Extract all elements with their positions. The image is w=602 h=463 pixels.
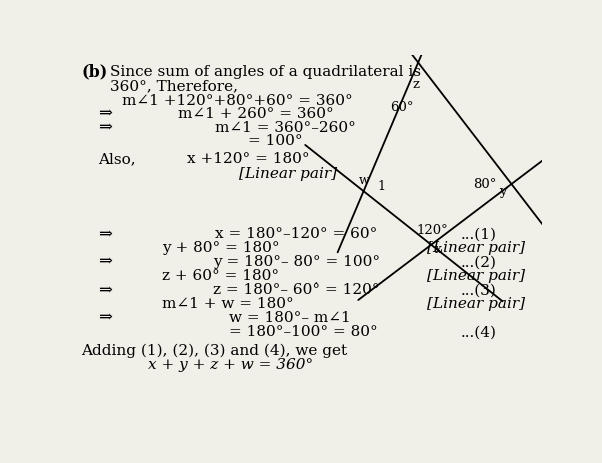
Text: m∠1 = 360°–260°: m∠1 = 360°–260° bbox=[216, 120, 356, 135]
Text: [Linear pair]: [Linear pair] bbox=[238, 167, 337, 181]
Text: [Linear pair]: [Linear pair] bbox=[427, 240, 526, 254]
Text: Adding (1), (2), (3) and (4), we get: Adding (1), (2), (3) and (4), we get bbox=[81, 343, 347, 357]
Text: m∠1 + 260° = 360°: m∠1 + 260° = 360° bbox=[178, 106, 334, 120]
Text: 360°, Therefore,: 360°, Therefore, bbox=[110, 79, 238, 93]
Text: z + 60° = 180°: z + 60° = 180° bbox=[161, 269, 279, 282]
Text: [Linear pair]: [Linear pair] bbox=[427, 269, 526, 282]
Text: Also,: Also, bbox=[98, 152, 135, 166]
Text: ...(4): ...(4) bbox=[460, 325, 496, 338]
Text: = 180°–100° = 80°: = 180°–100° = 80° bbox=[229, 325, 378, 338]
Text: x: x bbox=[435, 242, 442, 255]
Text: x + y + z + w = 360°: x + y + z + w = 360° bbox=[147, 358, 312, 372]
Text: ...(1): ...(1) bbox=[460, 227, 496, 241]
Text: ⇒: ⇒ bbox=[98, 225, 111, 242]
Text: ⇒: ⇒ bbox=[98, 253, 111, 270]
Text: ⇒: ⇒ bbox=[98, 309, 111, 326]
Text: z: z bbox=[412, 78, 420, 91]
Text: x = 180°–120° = 60°: x = 180°–120° = 60° bbox=[216, 227, 377, 241]
Text: y: y bbox=[499, 185, 506, 198]
Text: z = 180°– 60°̇ = 120°: z = 180°– 60°̇ = 120° bbox=[213, 283, 379, 297]
Text: ⇒: ⇒ bbox=[98, 119, 111, 136]
Text: = 100°: = 100° bbox=[248, 134, 302, 148]
Text: [Linear pair]: [Linear pair] bbox=[427, 296, 526, 310]
Text: Since sum of angles of a quadrilateral is: Since sum of angles of a quadrilateral i… bbox=[110, 65, 421, 79]
Text: m∠1 + w = 180°: m∠1 + w = 180° bbox=[161, 296, 293, 310]
Text: ⇒: ⇒ bbox=[98, 105, 111, 122]
Text: w: w bbox=[359, 174, 370, 187]
Text: (b): (b) bbox=[81, 63, 108, 80]
Text: ...(3): ...(3) bbox=[460, 283, 496, 297]
Text: m∠1 +120°+80°+60° = 360°: m∠1 +120°+80°+60° = 360° bbox=[122, 94, 353, 107]
Text: y = 180°– 80° = 100°: y = 180°– 80° = 100° bbox=[213, 255, 380, 269]
Text: 60°: 60° bbox=[390, 101, 414, 114]
Text: 120°: 120° bbox=[417, 224, 448, 237]
Text: 1: 1 bbox=[377, 179, 385, 192]
Text: y + 80° = 180°: y + 80° = 180° bbox=[161, 240, 279, 254]
Text: w = 180°– m∠1: w = 180°– m∠1 bbox=[229, 311, 351, 325]
Text: 80°: 80° bbox=[473, 177, 497, 190]
Text: ⇒: ⇒ bbox=[98, 282, 111, 298]
Text: ...(2): ...(2) bbox=[460, 255, 496, 269]
Text: x +120° = 180°: x +120° = 180° bbox=[187, 152, 310, 166]
